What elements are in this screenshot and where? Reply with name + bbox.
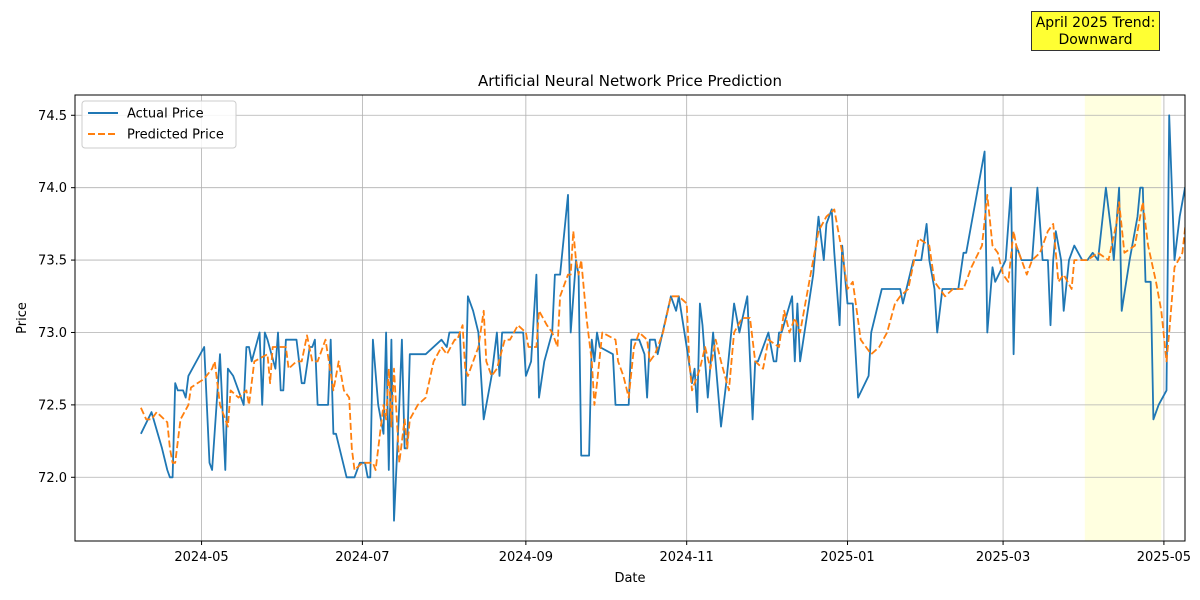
x-tick-label: 2025-03	[976, 550, 1030, 565]
y-tick-label: 74.5	[38, 109, 67, 124]
x-tick-label: 2024-11	[660, 550, 714, 565]
chart-title: Artificial Neural Network Price Predicti…	[478, 72, 782, 90]
legend-box	[81, 100, 237, 149]
y-tick-label: 72.0	[38, 471, 67, 486]
grid-lines	[75, 95, 1185, 541]
series-group	[140, 114, 1185, 522]
plot-background	[75, 95, 1185, 541]
x-axis-ticks: 2024-05 2024-07 2024-09 2024-11 2025-01 2025-…	[174, 541, 1191, 565]
predicted-price-line	[140, 193, 1185, 471]
annotation-line-1: April 2025 Trend:	[1035, 15, 1156, 31]
y-tick-label: 72.5	[38, 398, 67, 413]
trend-annotation: April 2025 Trend: Downward	[1031, 11, 1160, 51]
x-axis-label: Date	[614, 571, 645, 586]
x-tick-label: 2024-05	[174, 550, 228, 565]
plot-frame	[74, 94, 1186, 542]
y-tick-label: 73.5	[38, 254, 67, 269]
legend: Actual Price Predicted Price	[81, 100, 237, 149]
annotation-line-2: Downward	[1058, 32, 1133, 48]
y-tick-label: 74.0	[38, 181, 67, 196]
y-axis-ticks: 72.0 72.5 73.0 73.5 74.0 74.5	[38, 109, 75, 486]
x-tick-label: 2024-09	[499, 550, 553, 565]
april-highlight-region	[1084, 95, 1162, 541]
y-tick-label: 73.0	[38, 326, 67, 341]
x-tick-label: 2025-01	[820, 550, 874, 565]
y-axis-label: Price	[15, 302, 30, 334]
x-tick-label: 2024-07	[335, 550, 389, 565]
legend-predicted-label: Predicted Price	[127, 128, 224, 143]
x-tick-label: 2025-05	[1137, 550, 1191, 565]
legend-actual-label: Actual Price	[127, 107, 204, 122]
